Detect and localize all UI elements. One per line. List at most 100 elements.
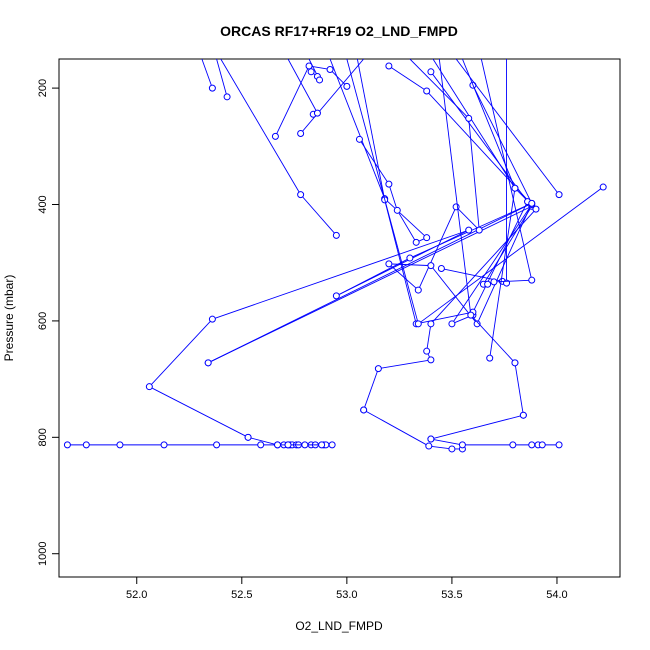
plot-frame bbox=[58, 58, 621, 578]
data-point bbox=[160, 441, 168, 449]
y-tick-label: 800 bbox=[37, 428, 49, 446]
data-point bbox=[599, 183, 607, 191]
data-point bbox=[555, 441, 563, 449]
data-point bbox=[427, 356, 435, 364]
data-point bbox=[284, 441, 292, 449]
series-line-segment bbox=[287, 59, 318, 114]
series-line-segment bbox=[363, 368, 379, 411]
data-point bbox=[208, 315, 216, 323]
series-line-segment bbox=[489, 188, 516, 359]
data-point bbox=[82, 441, 90, 449]
data-point bbox=[448, 445, 456, 453]
series-line-segment bbox=[468, 118, 480, 231]
series-line-segment bbox=[149, 386, 249, 438]
data-point bbox=[145, 383, 153, 391]
series-line-segment bbox=[472, 201, 528, 313]
series-line-segment bbox=[418, 186, 604, 325]
y-axis-label: Pressure (mbar) bbox=[2, 275, 16, 362]
data-point bbox=[484, 280, 492, 288]
series-line-segment bbox=[346, 59, 419, 324]
x-tick-label: 52.5 bbox=[231, 589, 252, 601]
series-10 bbox=[307, 59, 324, 84]
series-line-segment bbox=[476, 203, 533, 325]
data-point bbox=[257, 441, 265, 449]
series-line-segment bbox=[438, 59, 472, 316]
data-point bbox=[423, 347, 431, 355]
series-21 bbox=[461, 59, 519, 362]
data-point bbox=[328, 441, 336, 449]
series-line-segment bbox=[451, 204, 533, 325]
series-line-segment bbox=[384, 199, 417, 324]
series-2 bbox=[201, 59, 216, 92]
series-line-segment bbox=[455, 59, 560, 195]
data-point bbox=[528, 276, 536, 284]
series-6 bbox=[220, 59, 340, 239]
series-line-segment bbox=[426, 323, 432, 352]
series-line-segment bbox=[356, 59, 386, 200]
series-line-segment bbox=[461, 59, 516, 189]
data-point bbox=[414, 286, 422, 294]
data-point bbox=[297, 191, 305, 199]
data-point bbox=[385, 180, 393, 188]
data-point bbox=[244, 433, 252, 441]
series-25 bbox=[427, 435, 563, 449]
data-point bbox=[393, 206, 401, 214]
series-18 bbox=[346, 59, 607, 328]
series-23 bbox=[511, 359, 527, 419]
data-point bbox=[448, 320, 456, 328]
series-line-segment bbox=[483, 206, 533, 285]
data-point bbox=[423, 234, 431, 242]
data-point bbox=[385, 62, 393, 70]
series-line-segment bbox=[470, 314, 516, 364]
data-point bbox=[374, 365, 382, 373]
data-point bbox=[343, 82, 351, 90]
data-point bbox=[465, 226, 473, 234]
data-point bbox=[318, 441, 326, 449]
series-line-segment bbox=[329, 59, 386, 199]
data-point bbox=[467, 311, 475, 319]
y-axis: 200 400 600 800 1000 bbox=[37, 79, 59, 566]
data-point bbox=[528, 199, 536, 207]
data-point bbox=[332, 292, 340, 300]
data-point bbox=[427, 435, 435, 443]
data-point bbox=[528, 441, 536, 449]
data-point bbox=[116, 441, 124, 449]
y-tick-label: 1000 bbox=[37, 541, 49, 565]
data-point bbox=[425, 442, 433, 450]
x-tick-label: 53.0 bbox=[336, 589, 357, 601]
series-line-segment bbox=[275, 65, 310, 137]
series-line-segment bbox=[300, 194, 337, 236]
series-8 bbox=[297, 59, 365, 137]
series-line-segment bbox=[417, 206, 457, 291]
x-tick-label: 53.5 bbox=[441, 589, 462, 601]
y-tick-label: 400 bbox=[37, 195, 49, 213]
data-point bbox=[511, 359, 519, 367]
series-7 bbox=[271, 62, 351, 140]
series-line-segment bbox=[493, 279, 532, 283]
data-point bbox=[473, 320, 481, 328]
series-line-segment bbox=[336, 229, 469, 297]
y-tick-label: 200 bbox=[37, 79, 49, 97]
x-tick-label: 52.0 bbox=[126, 589, 147, 601]
series-line-segment bbox=[220, 59, 302, 195]
data-point bbox=[427, 262, 435, 270]
data-point bbox=[519, 411, 527, 419]
data-point bbox=[538, 441, 546, 449]
series-3 bbox=[216, 59, 231, 101]
series-line-segment bbox=[388, 65, 427, 92]
data-point bbox=[332, 231, 340, 239]
chart-title: ORCAS RF17+RF19 O2_LND_FMPD bbox=[220, 23, 458, 39]
data-point bbox=[301, 441, 309, 449]
data-point bbox=[385, 260, 393, 268]
data-point bbox=[532, 205, 540, 213]
data-point bbox=[208, 84, 216, 92]
series-24 bbox=[427, 411, 527, 443]
data-point bbox=[555, 191, 563, 199]
data-point bbox=[412, 238, 420, 246]
series-line-segment bbox=[201, 59, 213, 89]
data-point bbox=[486, 354, 494, 362]
plot-area bbox=[63, 59, 607, 453]
series-line-segment bbox=[428, 445, 452, 450]
series-line-segment bbox=[416, 311, 474, 325]
